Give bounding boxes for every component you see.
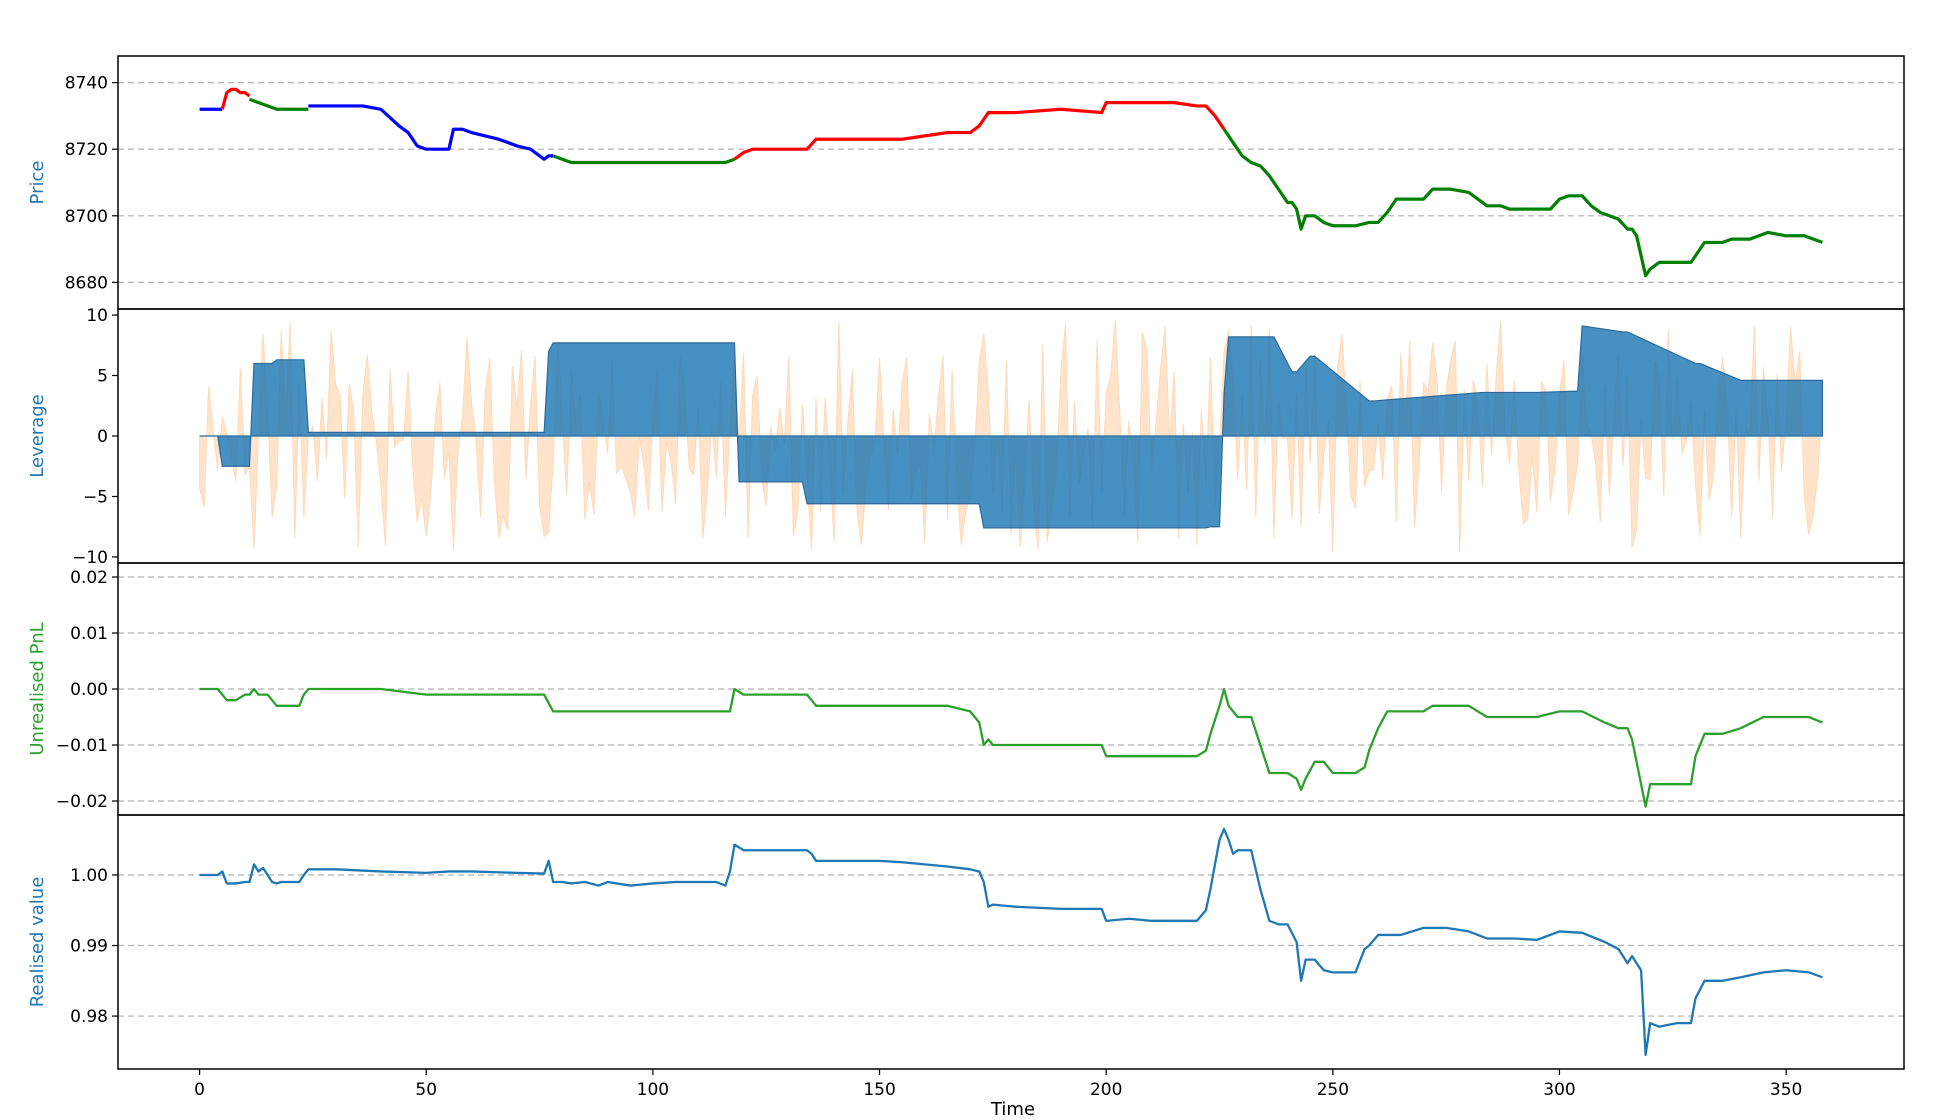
- panel-unrealised: −0.02 −0.01 0.00 0.01 0.02 Unrealised PnL: [27, 562, 1905, 816]
- panel-realised: 0.98 0.99 1.00 Realised value: [27, 814, 1905, 1070]
- y-axis-label: Leverage: [27, 394, 48, 477]
- y-tick-label: −10: [72, 548, 108, 568]
- series-line-5: [733, 101, 1226, 161]
- series-line-6: [1222, 128, 1823, 278]
- series-line-2: [248, 97, 309, 111]
- x-tick-label: 100: [637, 1080, 669, 1100]
- x-tick-label: 300: [1543, 1080, 1575, 1100]
- chart-panels: 8680 8700 8720 8740 Price −10 −5 0 5 10 Leverage −0…: [27, 55, 1905, 1070]
- y-tick-label: 8680: [65, 273, 108, 293]
- y-tick-label: 8700: [65, 207, 108, 227]
- position-area: [199, 325, 1824, 529]
- panel-leverage: −10 −5 0 5 10 Leverage: [27, 306, 1905, 568]
- y-tick-label: −0.01: [56, 736, 108, 756]
- series-line-3: [308, 104, 554, 161]
- x-axis: 0 50 100 150 200 250 300 350: [194, 1069, 1802, 1100]
- y-tick-label: 0: [97, 427, 108, 447]
- panel-price: 8680 8700 8720 8740 Price: [27, 55, 1905, 310]
- x-tick-label: 0: [194, 1080, 205, 1100]
- x-tick-label: 350: [1770, 1080, 1802, 1100]
- y-tick-label: 8720: [65, 140, 108, 160]
- y-tick-label: −0.02: [56, 792, 108, 812]
- y-axis-label: Unrealised PnL: [27, 622, 48, 755]
- y-tick-label: 0.00: [70, 680, 108, 700]
- series-line-0: [199, 827, 1823, 1057]
- series-line-4: [552, 154, 736, 165]
- x-axis-label: Time: [990, 1099, 1035, 1120]
- series-line-0: [199, 687, 1823, 808]
- y-tick-label: 0.98: [70, 1007, 108, 1027]
- y-tick-label: −5: [83, 487, 108, 507]
- y-tick-label: 10: [86, 306, 108, 326]
- panel-frame: [117, 814, 1905, 1070]
- panel-frame: [117, 55, 1905, 310]
- y-tick-label: 5: [97, 367, 108, 387]
- x-tick-label: 200: [1090, 1080, 1122, 1100]
- y-tick-label: 0.02: [70, 568, 108, 588]
- x-tick-label: 150: [863, 1080, 895, 1100]
- x-tick-label: 250: [1317, 1080, 1349, 1100]
- y-tick-label: 0.99: [70, 937, 108, 957]
- y-tick-label: 1.00: [70, 866, 108, 886]
- y-tick-label: 8740: [65, 74, 108, 94]
- y-axis-label: Price: [27, 161, 48, 205]
- y-tick-label: 0.01: [70, 624, 108, 644]
- y-axis-label: Realised value: [27, 877, 48, 1008]
- series-line-1: [220, 87, 251, 110]
- x-tick-label: 50: [415, 1080, 437, 1100]
